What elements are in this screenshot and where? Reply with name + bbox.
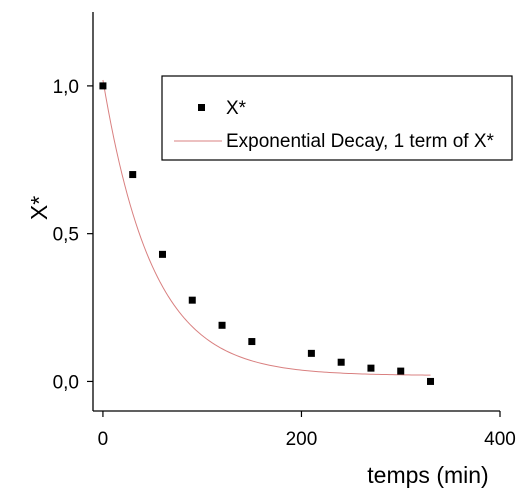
x-tick-label: 200 (286, 429, 318, 450)
legend-label-fit: Exponential Decay, 1 term of X* (226, 131, 494, 152)
data-point (129, 171, 137, 179)
data-point (248, 338, 256, 346)
legend: X* Exponential Decay, 1 term of X* (161, 75, 513, 161)
data-point (188, 296, 196, 304)
y-tick-label: 0,0 (53, 372, 79, 393)
data-point (158, 250, 166, 258)
data-point (218, 321, 226, 329)
x-tick-label: 400 (484, 429, 516, 450)
data-point (367, 364, 375, 372)
legend-label-points: X* (226, 98, 247, 119)
legend-marker-points (198, 104, 205, 111)
data-point (397, 367, 405, 375)
y-axis-label: X* (26, 196, 52, 220)
x-tick-label: 0 (98, 429, 109, 450)
fit-curve-group (102, 79, 431, 376)
x-axis-label: temps (min) (367, 462, 488, 488)
fit-curve (102, 79, 431, 376)
data-point (337, 358, 345, 366)
y-tick-label: 0,5 (53, 225, 79, 246)
legend-box (161, 75, 513, 161)
y-tick-label: 1,0 (53, 77, 79, 98)
ticks: 0 200 400 0,0 0,5 1,0 (53, 77, 516, 450)
data-points (99, 82, 435, 385)
axes (92, 12, 500, 412)
data-point (99, 82, 107, 90)
data-point (307, 349, 315, 357)
data-point (427, 377, 435, 385)
